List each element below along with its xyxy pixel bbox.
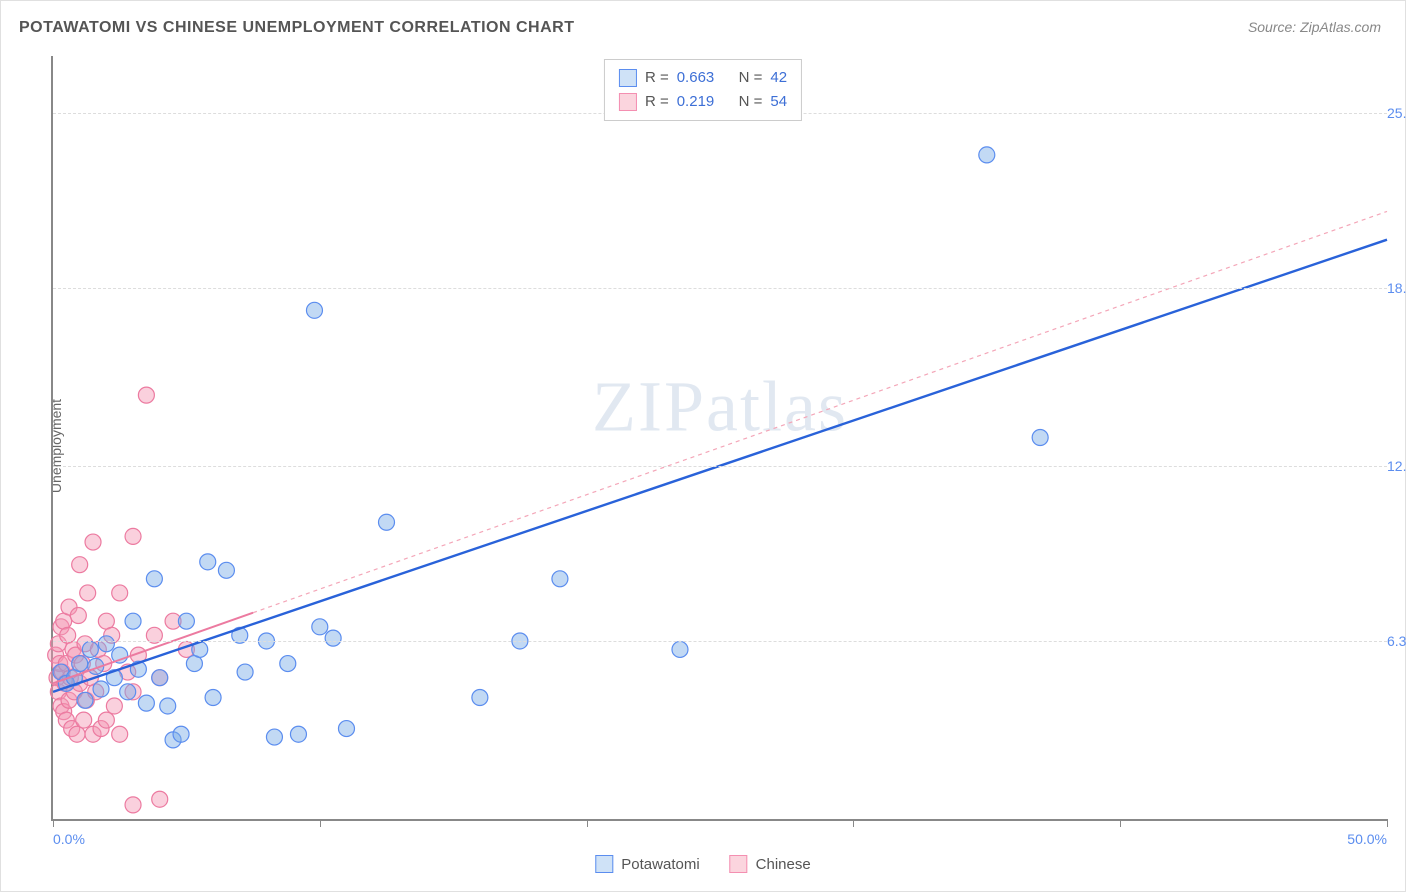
data-point [237,664,253,680]
x-tick-label: 50.0% [1347,831,1387,847]
gridline [53,466,1387,467]
data-point [77,692,93,708]
data-point [218,562,234,578]
source-name: ZipAtlas.com [1300,19,1381,35]
data-point [138,387,154,403]
data-point [85,534,101,550]
data-point [76,712,92,728]
x-tick-label: 0.0% [53,831,85,847]
data-point [672,641,688,657]
data-point [160,698,176,714]
data-point [152,791,168,807]
data-point [93,681,109,697]
data-point [112,726,128,742]
data-point [72,656,88,672]
x-tick [320,819,321,827]
x-tick [53,819,54,827]
data-point [82,641,98,657]
legend-item-chinese: Chinese [730,855,811,873]
data-point [1032,430,1048,446]
regression-line-chinese-ext [253,211,1387,612]
x-tick [1387,819,1388,827]
data-point [325,630,341,646]
data-point [280,656,296,672]
data-point [266,729,282,745]
data-point [306,302,322,318]
data-point [338,721,354,737]
data-point [200,554,216,570]
swatch-potawatomi [619,69,637,87]
data-point [173,726,189,742]
chart-svg [53,56,1387,819]
n-label: N = [739,66,763,90]
data-point [205,689,221,705]
data-point [138,695,154,711]
source-label: Source: [1248,19,1300,35]
x-tick [587,819,588,827]
data-point [112,585,128,601]
chart-title: POTAWATOMI VS CHINESE UNEMPLOYMENT CORRE… [19,19,575,37]
y-tick-label: 12.5% [1379,458,1406,474]
n-value: 54 [770,90,787,114]
gridline [53,288,1387,289]
x-tick [853,819,854,827]
stats-row: R = 0.663 N = 42 [619,66,787,90]
data-point [290,726,306,742]
r-label: R = [645,90,669,114]
data-point [120,684,136,700]
data-point [106,698,122,714]
data-point [552,571,568,587]
data-point [979,147,995,163]
legend-label: Potawatomi [621,856,699,873]
r-value: 0.219 [677,90,715,114]
stats-row: R = 0.219 N = 54 [619,90,787,114]
y-tick-label: 18.8% [1379,280,1406,296]
data-point [98,636,114,652]
n-value: 42 [770,66,787,90]
data-point [125,613,141,629]
stats-legend-box: R = 0.663 N = 42 R = 0.219 N = 54 [604,59,802,121]
data-point [70,608,86,624]
r-value: 0.663 [677,66,715,90]
source-attribution: Source: ZipAtlas.com [1248,19,1381,35]
legend-label: Chinese [756,856,811,873]
x-tick [1120,819,1121,827]
data-point [178,613,194,629]
n-label: N = [739,90,763,114]
data-point [146,571,162,587]
swatch-chinese [619,93,637,111]
y-tick-label: 25.0% [1379,105,1406,121]
data-point [72,557,88,573]
swatch-potawatomi [595,855,613,873]
data-point [312,619,328,635]
y-tick-label: 6.3% [1379,633,1406,649]
data-point [472,689,488,705]
chart-container: POTAWATOMI VS CHINESE UNEMPLOYMENT CORRE… [0,0,1406,892]
gridline [53,641,1387,642]
r-label: R = [645,66,669,90]
data-point [125,797,141,813]
data-point [152,670,168,686]
data-point [379,514,395,530]
legend-item-potawatomi: Potawatomi [595,855,699,873]
data-point [98,712,114,728]
data-point [125,528,141,544]
data-point [80,585,96,601]
bottom-legend: Potawatomi Chinese [595,855,810,873]
plot-area: ZIPatlas 6.3%12.5%18.8%25.0%0.0%50.0% [51,56,1387,821]
swatch-chinese [730,855,748,873]
